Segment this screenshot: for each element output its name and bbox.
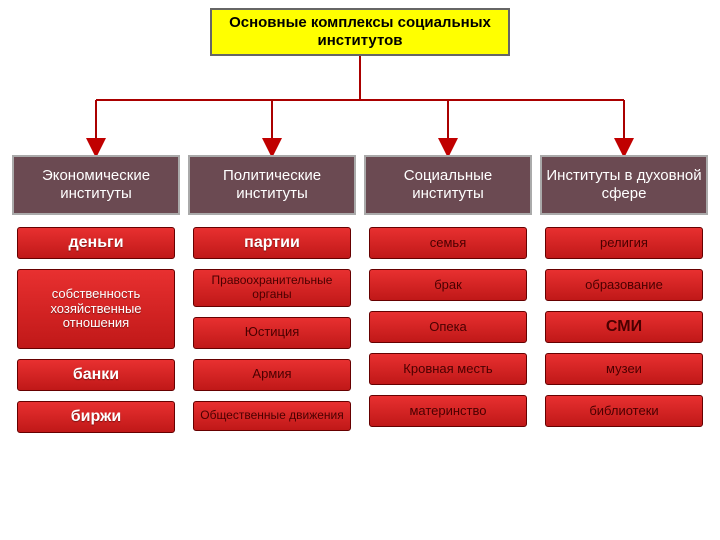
item: Армия	[193, 359, 351, 391]
item: Юстиция	[193, 317, 351, 349]
item: религия	[545, 227, 703, 259]
item: биржи	[17, 401, 175, 433]
item: банки	[17, 359, 175, 391]
column-spiritual: Институты в духовной сфере религия образ…	[540, 155, 708, 443]
item: Кровная месть	[369, 353, 527, 385]
item: музеи	[545, 353, 703, 385]
item: СМИ	[545, 311, 703, 343]
item: партии	[193, 227, 351, 259]
column-political: Политические институты партии Правоохран…	[188, 155, 356, 443]
item: материнство	[369, 395, 527, 427]
category-header: Экономические институты	[12, 155, 180, 215]
column-economic: Экономические институты деньги собственн…	[12, 155, 180, 443]
columns-container: Экономические институты деньги собственн…	[0, 155, 720, 443]
item: деньги	[17, 227, 175, 259]
category-header: Социальные институты	[364, 155, 532, 215]
column-social: Социальные институты семья брак Опека Кр…	[364, 155, 532, 443]
item: Опека	[369, 311, 527, 343]
item: Правоохранительные органы	[193, 269, 351, 307]
item: собственность хозяйственные отношения	[17, 269, 175, 349]
item: семья	[369, 227, 527, 259]
category-header: Институты в духовной сфере	[540, 155, 708, 215]
diagram-title: Основные комплексы социальных институтов	[210, 8, 510, 56]
item: Общественные движения	[193, 401, 351, 431]
item: образование	[545, 269, 703, 301]
category-header: Политические институты	[188, 155, 356, 215]
item: брак	[369, 269, 527, 301]
item: библиотеки	[545, 395, 703, 427]
